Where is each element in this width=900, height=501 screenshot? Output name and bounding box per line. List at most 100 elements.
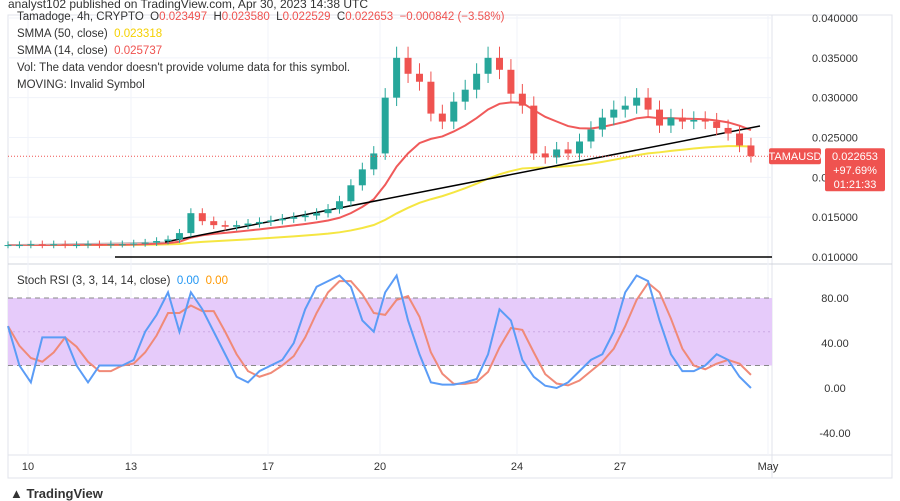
candle-body <box>175 233 183 240</box>
price-tick-label: 0.025000 <box>812 133 858 145</box>
stoch-tick-label: 0.00 <box>824 383 845 395</box>
price-tag <box>825 148 885 192</box>
candle-body <box>404 57 412 74</box>
candle-body <box>656 109 664 126</box>
smma14-legend[interactable]: SMMA (14, close) 0.025737 <box>17 45 162 57</box>
candle-body <box>427 81 435 114</box>
candle-body <box>244 223 252 226</box>
tradingview-logo-icon: ▲ <box>10 486 23 501</box>
smma50-line <box>8 145 751 247</box>
candle-body <box>358 169 366 186</box>
candle-body <box>141 242 149 244</box>
price-tag-change: +97.69% <box>833 165 877 177</box>
candle-body <box>736 133 744 146</box>
candle-body <box>313 213 321 216</box>
candle-body <box>473 73 481 90</box>
candle-body <box>301 215 309 218</box>
candle-body <box>438 113 446 122</box>
candle-body <box>724 127 732 134</box>
candle-body <box>61 244 69 246</box>
stoch-tick-label: -40.00 <box>819 428 850 440</box>
candle-body <box>73 245 81 247</box>
x-tick-label: 24 <box>511 461 523 473</box>
open-value: 0.023497 <box>159 11 208 23</box>
price-tick-label: 0.030000 <box>812 93 858 105</box>
candle-body <box>4 245 12 247</box>
candle-body <box>541 153 549 158</box>
candle-body <box>393 57 401 98</box>
price-tag-countdown: 01:21:33 <box>834 179 877 191</box>
x-tick-label: 13 <box>125 461 137 473</box>
ascending-trendline <box>164 125 761 243</box>
change-value: −0.000842 (−3.58%) <box>399 11 505 23</box>
candle-body <box>713 121 721 128</box>
x-tick-label: May <box>758 461 779 473</box>
stoch-k-line <box>7 273 752 390</box>
stoch-label: Stoch RSI (3, 3, 14, 14, close) <box>17 275 171 287</box>
candle-body <box>747 145 755 157</box>
stoch-legend[interactable]: Stoch RSI (3, 3, 14, 14, close) 0.00 0.0… <box>17 275 228 287</box>
candle-body <box>153 241 161 243</box>
candle-body <box>50 244 58 246</box>
candle-body <box>290 217 298 219</box>
candle-body <box>667 117 675 126</box>
candle-body <box>84 244 92 246</box>
open-label: O <box>150 11 160 23</box>
candle-body <box>187 213 195 234</box>
candle-body <box>610 109 618 118</box>
smma50-legend[interactable]: SMMA (50, close) 0.023318 <box>17 28 162 40</box>
candle-body <box>598 117 606 130</box>
candle-body <box>381 97 389 154</box>
price-tick-label: 0.015000 <box>812 212 858 224</box>
candle-body <box>335 201 343 210</box>
logo-text: TradingView <box>26 486 103 501</box>
candle-body <box>690 119 698 122</box>
stoch-tick-label: 40.00 <box>821 338 849 350</box>
candle-body <box>347 185 355 202</box>
candle-body <box>678 117 686 122</box>
candle-body <box>564 149 572 154</box>
moving-legend: MOVING: Invalid Symbol <box>17 79 145 91</box>
candle-body <box>530 105 538 154</box>
candle-body <box>507 69 515 94</box>
candle-body <box>38 244 46 246</box>
candle-body <box>210 221 218 226</box>
candle-body <box>95 244 103 246</box>
high-label: H <box>213 11 222 23</box>
candle-body <box>484 57 492 74</box>
tradingview-logo[interactable]: ▲ TradingView <box>10 486 103 501</box>
candle-body <box>701 119 709 122</box>
candle-body <box>633 97 641 106</box>
smma14-value: 0.025737 <box>114 45 163 57</box>
price-tick-label: 0.035000 <box>812 53 858 65</box>
vol-legend: Vol: The data vendor doesn't provide vol… <box>17 62 351 74</box>
price-tick-label: 0.010000 <box>812 252 858 264</box>
candle-body <box>553 149 561 158</box>
candle-body <box>518 93 526 106</box>
candle-body <box>255 221 263 224</box>
candle-body <box>461 89 469 102</box>
symbol-tag <box>769 148 821 165</box>
symbol-tag-text: TAMAUSD <box>769 151 822 163</box>
x-tick-label: 10 <box>22 461 34 473</box>
x-tick-label: 17 <box>262 461 274 473</box>
candle-body <box>370 153 378 170</box>
close-label: C <box>336 11 346 23</box>
smma50-value: 0.023318 <box>114 28 163 40</box>
candle-body <box>118 244 126 246</box>
x-tick-label: 20 <box>374 461 386 473</box>
attribution: analyst102 published on TradingView.com,… <box>8 0 369 11</box>
price-tick-label: 0.040000 <box>812 13 858 25</box>
candle-body <box>621 105 629 110</box>
candle-body <box>587 129 595 142</box>
stoch-tick-label: 80.00 <box>821 293 849 305</box>
smma14-line <box>8 101 752 247</box>
candle-body <box>164 239 172 242</box>
x-tick-label: 27 <box>614 461 626 473</box>
low-value: 0.022529 <box>282 11 331 23</box>
symbol-label: Tamadoge, 4h, CRYPTO <box>17 11 144 23</box>
close-value: 0.022653 <box>345 11 394 23</box>
candle-body <box>107 244 115 246</box>
ohlc-legend: Tamadoge, 4h, CRYPTO O0.023497 H0.023580… <box>17 11 504 23</box>
